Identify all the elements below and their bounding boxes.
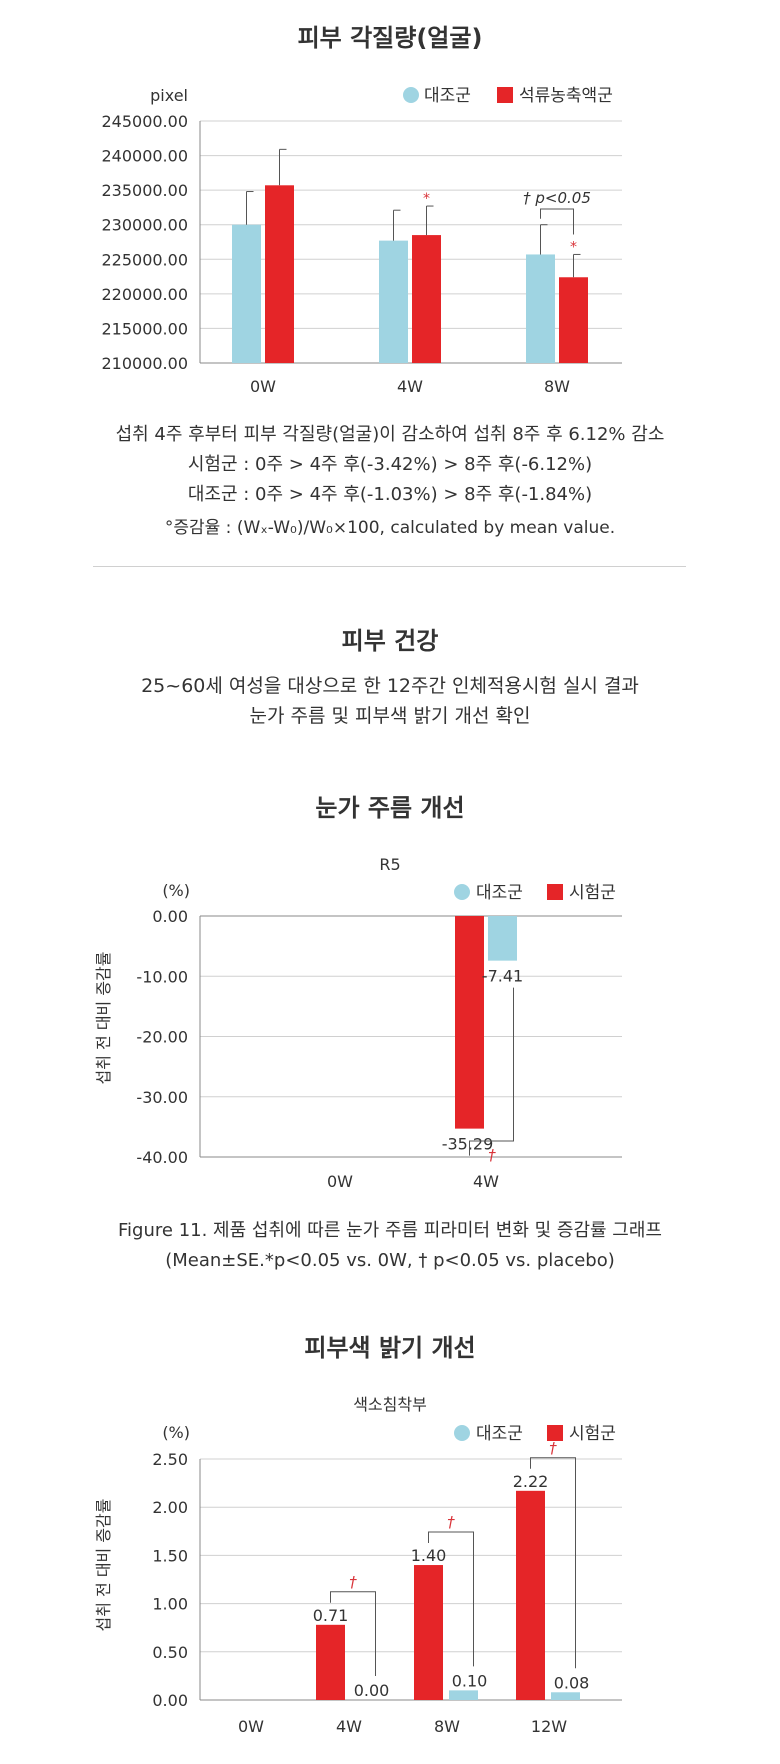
significance-star: * <box>423 191 430 207</box>
y-tick-label: 245000.00 <box>101 112 188 131</box>
wrinkle-chart-title: 눈가 주름 개선 <box>315 794 465 822</box>
significance-label: † p<0.05 <box>523 189 591 207</box>
x-tick-label: 0W <box>238 1717 264 1736</box>
significance-dagger: † <box>349 1573 357 1591</box>
data-label: 0.08 <box>554 1673 590 1692</box>
y-tick-label: 1.00 <box>152 1595 188 1614</box>
y-tick-label: 215000.00 <box>101 319 188 338</box>
legend-swatch-control <box>403 87 419 103</box>
legend-label-control: 대조군 <box>476 883 523 903</box>
data-label: 0.71 <box>313 1606 349 1625</box>
keratin-chart-title: 피부 각질량(얼굴) <box>297 24 483 52</box>
y-axis-label: 섭취 전 대비 증감률 <box>94 951 113 1084</box>
significance-star: * <box>570 239 577 255</box>
x-tick-label: 4W <box>397 377 423 396</box>
y-tick-label: 240000.00 <box>101 147 188 166</box>
y-axis-unit: (%) <box>162 881 190 900</box>
skin-health-line-1: 25~60세 여성을 대상으로 한 12주간 인체적용시험 실시 결과 <box>141 675 639 697</box>
x-tick-label: 12W <box>531 1717 567 1736</box>
bar <box>516 1490 545 1700</box>
y-tick-label: -10.00 <box>136 967 188 986</box>
y-tick-label: 2.00 <box>152 1498 188 1517</box>
y-tick-label: 0.50 <box>152 1643 188 1662</box>
x-tick-label: 8W <box>544 377 570 396</box>
wrinkle-figure-caption-1: Figure 11. 제품 섭취에 따른 눈가 주름 피라미터 변화 및 증감률… <box>118 1220 662 1241</box>
keratin-note-2: 시험군 : 0주 > 4주 후(-3.42%) > 8주 후(-6.12%) <box>187 454 593 475</box>
data-label: 1.40 <box>411 1546 447 1565</box>
wrinkle-figure-caption-2: (Mean±SE.*p<0.05 vs. 0W, † p<0.05 vs. pl… <box>165 1250 615 1271</box>
data-label: 0.00 <box>354 1681 390 1700</box>
y-axis-unit: pixel <box>150 86 188 105</box>
y-tick-label: -40.00 <box>136 1148 188 1167</box>
y-tick-label: -30.00 <box>136 1088 188 1107</box>
y-tick-label: 0.00 <box>152 907 188 926</box>
bar <box>412 235 441 363</box>
x-tick-label: 0W <box>250 377 276 396</box>
legend-label-control: 대조군 <box>424 86 471 106</box>
data-label: 0.10 <box>452 1671 488 1690</box>
chart-subtitle: 색소침착부 <box>353 1395 427 1414</box>
y-tick-label: 1.50 <box>152 1546 188 1565</box>
keratin-note-3: 대조군 : 0주 > 4주 후(-1.03%) > 8주 후(-1.84%) <box>187 484 593 505</box>
legend-swatch-control <box>454 1425 470 1441</box>
bar <box>449 1690 478 1700</box>
significance-dagger: † <box>488 1146 496 1164</box>
significance-bracket <box>540 208 574 235</box>
bar <box>551 1692 580 1700</box>
bar <box>526 254 555 363</box>
bar <box>316 1624 345 1700</box>
bar <box>488 916 517 961</box>
significance-bracket <box>530 1457 576 1669</box>
data-label: 2.22 <box>513 1472 549 1491</box>
legend-label-control: 대조군 <box>476 1424 523 1444</box>
section-divider <box>93 566 686 567</box>
keratin-note-1: 섭취 4주 후부터 피부 각질량(얼굴)이 감소하여 섭취 8주 후 6.12%… <box>115 424 665 445</box>
significance-bracket <box>428 1531 474 1667</box>
y-tick-label: 2.50 <box>152 1450 188 1469</box>
chart-subtitle: R5 <box>379 855 400 874</box>
y-tick-label: 220000.00 <box>101 285 188 304</box>
y-axis-label: 섭취 전 대비 증감률 <box>94 1498 113 1631</box>
y-tick-label: 230000.00 <box>101 216 188 235</box>
significance-bracket <box>469 987 514 1156</box>
x-tick-label: 4W <box>336 1717 362 1736</box>
y-tick-label: 235000.00 <box>101 181 188 200</box>
x-tick-label: 8W <box>434 1717 460 1736</box>
y-tick-label: 210000.00 <box>101 354 188 373</box>
brightness-chart-title: 피부색 밝기 개선 <box>304 1334 476 1362</box>
bar <box>265 185 294 363</box>
bar <box>559 277 588 363</box>
y-tick-label: 0.00 <box>152 1691 188 1710</box>
y-axis-unit: (%) <box>162 1423 190 1442</box>
legend-swatch-test <box>547 1425 563 1441</box>
legend-label-test: 시험군 <box>569 1424 616 1444</box>
keratin-note-4: °증감율 : (Wₓ-W₀)/W₀×100, calculated by mea… <box>164 518 616 538</box>
legend-label-test: 석류농축액군 <box>519 86 613 106</box>
data-label: -35.29 <box>442 1135 494 1154</box>
wrinkle-bar-chart: 0.00 -10.00 -20.00 -30.00 -40.00 (%) R5 섭취 전 대비… <box>94 855 622 1191</box>
bar <box>414 1565 443 1700</box>
keratin-bar-chart: 245000.00 240000.00 235000.00 230000.00 2250… <box>101 86 622 396</box>
bar <box>379 240 408 363</box>
legend-swatch-control <box>454 884 470 900</box>
significance-dagger: † <box>549 1439 557 1457</box>
y-tick-label: 225000.00 <box>101 250 188 269</box>
legend-swatch-test <box>547 884 563 900</box>
x-tick-label: 0W <box>327 1172 353 1191</box>
legend-swatch-test <box>497 87 513 103</box>
data-label: -7.41 <box>482 967 523 986</box>
skin-health-title: 피부 건강 <box>341 627 439 655</box>
bar <box>455 916 484 1129</box>
skin-health-line-2: 눈가 주름 및 피부색 밝기 개선 확인 <box>249 705 531 727</box>
legend-label-test: 시험군 <box>569 883 616 903</box>
significance-dagger: † <box>447 1513 455 1531</box>
x-tick-label: 4W <box>473 1172 499 1191</box>
significance-bracket <box>330 1591 376 1676</box>
bar <box>232 224 261 363</box>
y-tick-label: -20.00 <box>136 1028 188 1047</box>
